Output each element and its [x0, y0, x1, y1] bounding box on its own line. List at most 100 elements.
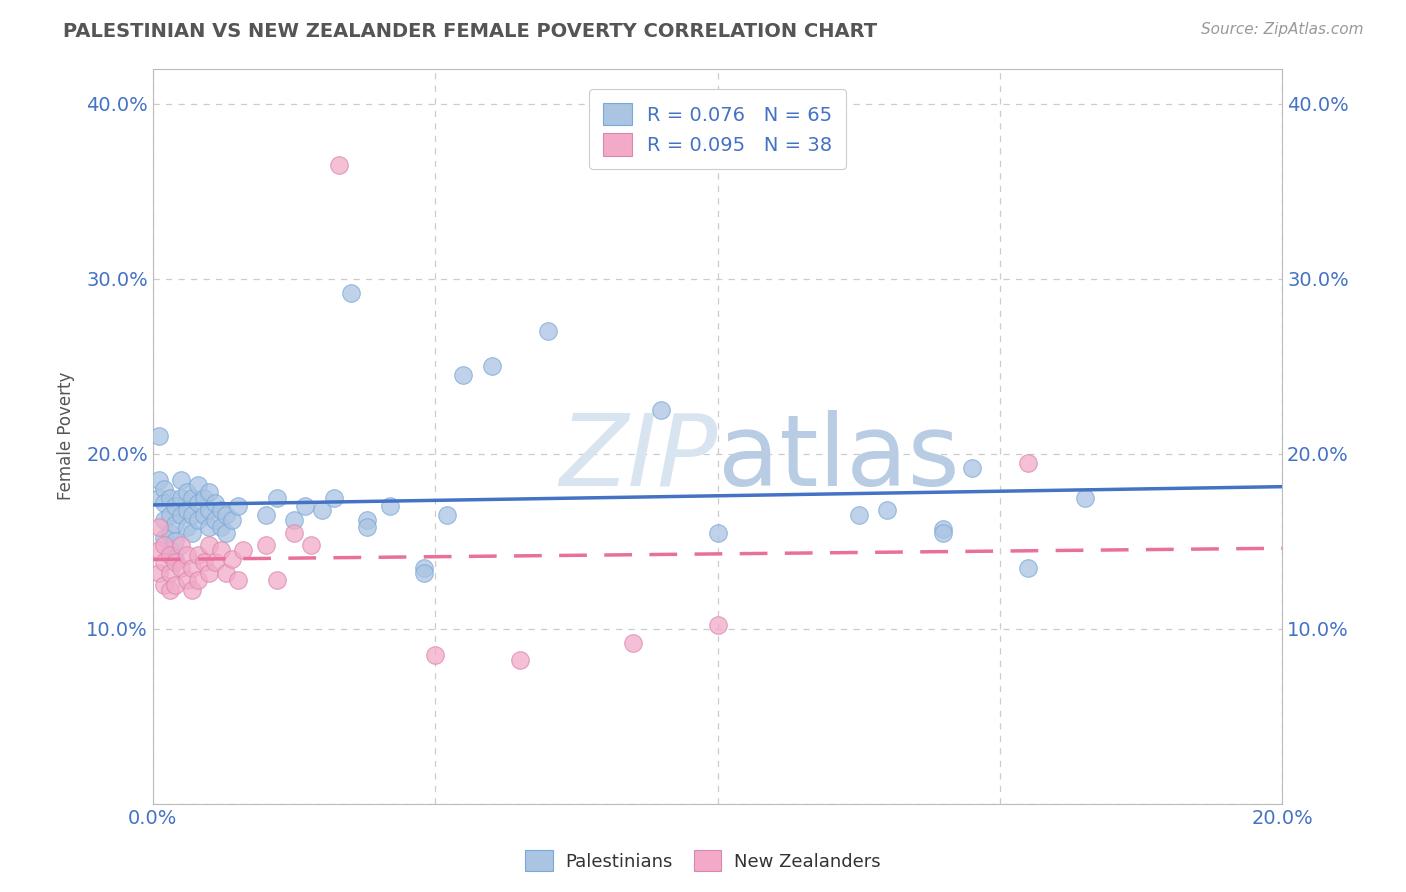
Point	[876, 503, 898, 517]
Point	[322, 491, 344, 505]
Point	[193, 491, 215, 505]
Y-axis label: Female Poverty: Female Poverty	[58, 372, 75, 500]
Point	[198, 566, 221, 580]
Point	[254, 538, 277, 552]
Point	[148, 491, 170, 505]
Point	[1017, 560, 1039, 574]
Point	[311, 503, 333, 517]
Point	[198, 520, 221, 534]
Point	[299, 538, 322, 552]
Point	[176, 573, 198, 587]
Point	[165, 552, 187, 566]
Point	[453, 368, 475, 382]
Point	[509, 653, 531, 667]
Point	[254, 508, 277, 522]
Legend: Palestinians, New Zealanders: Palestinians, New Zealanders	[519, 843, 887, 879]
Point	[537, 324, 560, 338]
Point	[176, 520, 198, 534]
Point	[706, 525, 728, 540]
Point	[170, 560, 193, 574]
Point	[204, 496, 226, 510]
Point	[650, 403, 672, 417]
Point	[328, 158, 350, 172]
Point	[266, 573, 288, 587]
Point	[193, 555, 215, 569]
Point	[159, 491, 181, 505]
Point	[181, 508, 204, 522]
Point	[159, 583, 181, 598]
Point	[356, 513, 378, 527]
Point	[165, 516, 187, 531]
Point	[706, 618, 728, 632]
Point	[187, 478, 209, 492]
Point	[960, 460, 983, 475]
Point	[165, 578, 187, 592]
Point	[148, 543, 170, 558]
Point	[204, 555, 226, 569]
Point	[209, 503, 232, 517]
Text: PALESTINIAN VS NEW ZEALANDER FEMALE POVERTY CORRELATION CHART: PALESTINIAN VS NEW ZEALANDER FEMALE POVE…	[63, 22, 877, 41]
Point	[153, 555, 176, 569]
Point	[221, 552, 243, 566]
Point	[148, 566, 170, 580]
Point	[176, 503, 198, 517]
Point	[1073, 491, 1095, 505]
Point	[159, 543, 181, 558]
Point	[232, 543, 254, 558]
Legend: R = 0.076   N = 65, R = 0.095   N = 38: R = 0.076 N = 65, R = 0.095 N = 38	[589, 89, 846, 169]
Point	[621, 636, 644, 650]
Point	[170, 508, 193, 522]
Point	[193, 508, 215, 522]
Point	[165, 555, 187, 569]
Point	[226, 500, 249, 514]
Point	[153, 578, 176, 592]
Text: atlas: atlas	[717, 409, 959, 507]
Point	[283, 513, 305, 527]
Text: ZIP: ZIP	[560, 409, 717, 507]
Point	[481, 359, 503, 374]
Point	[181, 560, 204, 574]
Point	[283, 525, 305, 540]
Point	[198, 538, 221, 552]
Point	[187, 549, 209, 563]
Point	[226, 573, 249, 587]
Point	[170, 538, 193, 552]
Point	[153, 513, 176, 527]
Point	[215, 566, 238, 580]
Point	[159, 566, 181, 580]
Point	[159, 525, 181, 540]
Point	[1017, 456, 1039, 470]
Point	[153, 482, 176, 496]
Point	[181, 583, 204, 598]
Point	[436, 508, 458, 522]
Point	[339, 285, 361, 300]
Point	[204, 513, 226, 527]
Point	[413, 566, 436, 580]
Point	[848, 508, 870, 522]
Point	[356, 520, 378, 534]
Point	[165, 500, 187, 514]
Point	[221, 513, 243, 527]
Point	[153, 538, 176, 552]
Point	[165, 534, 187, 549]
Point	[148, 520, 170, 534]
Point	[153, 531, 176, 545]
Point	[170, 473, 193, 487]
Point	[215, 508, 238, 522]
Point	[209, 543, 232, 558]
Point	[932, 525, 955, 540]
Point	[215, 525, 238, 540]
Point	[181, 491, 204, 505]
Point	[176, 549, 198, 563]
Point	[425, 648, 447, 663]
Point	[170, 491, 193, 505]
Point	[148, 473, 170, 487]
Point	[294, 500, 316, 514]
Point	[266, 491, 288, 505]
Point	[187, 513, 209, 527]
Point	[198, 503, 221, 517]
Point	[181, 525, 204, 540]
Point	[153, 496, 176, 510]
Text: Source: ZipAtlas.com: Source: ZipAtlas.com	[1201, 22, 1364, 37]
Point	[159, 549, 181, 563]
